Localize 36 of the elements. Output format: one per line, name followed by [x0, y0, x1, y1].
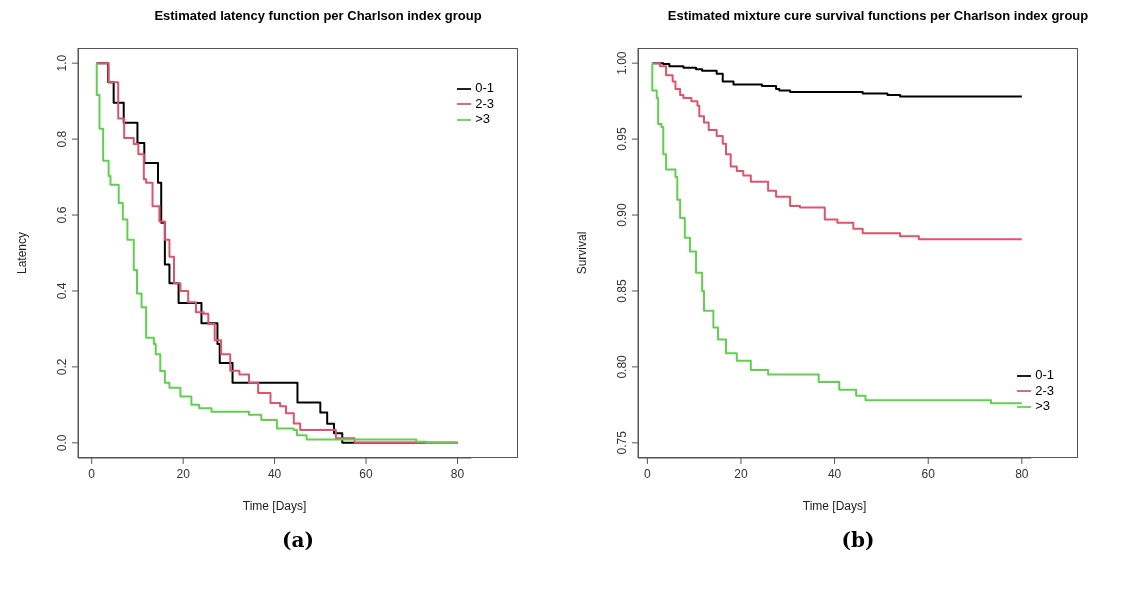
y-tick-label: 0.90 [615, 203, 629, 227]
x-tick-label: 80 [1015, 467, 1029, 481]
chart-title: Estimated mixture cure survival functions per Charlson index group [666, 8, 1090, 25]
x-axis-title: Time [Days] [242, 499, 307, 513]
x-tick-label: 40 [267, 467, 282, 481]
y-tick-label: 0.0 [55, 434, 69, 452]
y-tick-label: 0.2 [55, 358, 69, 376]
legend-label: 2-3 [475, 95, 494, 111]
text: (a) [281, 528, 315, 552]
y-axis-title: Survival [575, 231, 590, 275]
x-tick-label: 0 [88, 467, 96, 481]
x-tick-label: 20 [734, 467, 748, 481]
y-tick-label: 0.4 [55, 282, 69, 300]
y-tick-label: 0.75 [615, 430, 629, 455]
x-tick-label: 20 [176, 467, 191, 481]
x-tick-label: 60 [921, 467, 936, 481]
text: (b) [840, 528, 876, 552]
legend-label: 2-3 [1035, 382, 1054, 398]
x-axis-title: Time [Days] [802, 499, 867, 513]
chart-title: Estimated latency function per Charlson index group [153, 8, 483, 25]
y-tick-label: 0.8 [55, 130, 69, 148]
legend-label: >3 [1035, 398, 1051, 414]
y-tick-label: 0.95 [615, 127, 629, 151]
legend-label: >3 [475, 111, 491, 127]
x-tick-label: 60 [359, 467, 374, 481]
y-tick-label: 0.80 [615, 354, 629, 379]
x-tick-label: 80 [450, 467, 465, 481]
y-axis-title: Latency [15, 231, 30, 275]
y-tick-label: 0.6 [55, 206, 69, 224]
x-tick-label: 0 [644, 467, 652, 481]
y-tick-label: 1.0 [55, 54, 69, 72]
y-tick-label: 1.00 [615, 51, 629, 75]
x-tick-label: 40 [827, 467, 842, 481]
legend-label: 0-1 [475, 80, 494, 95]
y-tick-label: 0.85 [615, 278, 629, 303]
legend-label: 0-1 [1035, 367, 1054, 383]
